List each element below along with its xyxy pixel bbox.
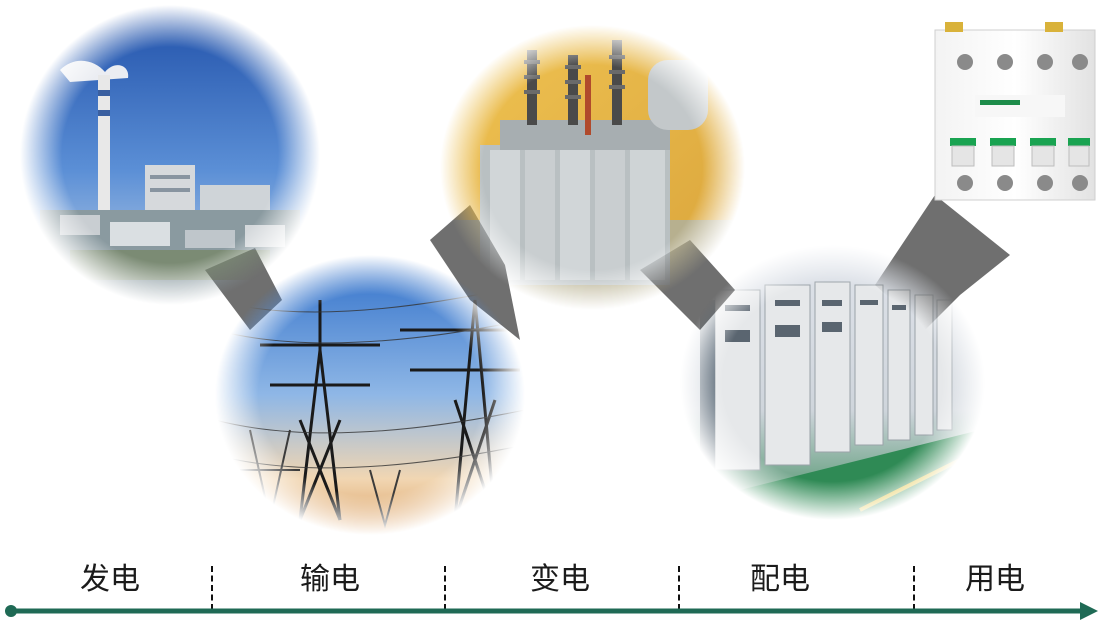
stage-label-generation: 发电 bbox=[80, 562, 140, 597]
stage-divider bbox=[678, 566, 680, 610]
stage-divider bbox=[211, 566, 213, 610]
timeline-arrowhead bbox=[1080, 602, 1098, 620]
stage-label-transmission: 输电 bbox=[300, 562, 360, 597]
stage-divider bbox=[444, 566, 446, 610]
switchgear-photo bbox=[680, 245, 985, 520]
stage-label-distribution: 配电 bbox=[750, 562, 810, 597]
power-plant-photo bbox=[20, 5, 320, 305]
stage-label-substation: 变电 bbox=[530, 562, 590, 597]
stage-label-consumption: 用电 bbox=[965, 562, 1025, 597]
stage-divider bbox=[913, 566, 915, 610]
photo-collage bbox=[20, 5, 1096, 535]
timeline-arrow bbox=[5, 602, 1098, 620]
circuit-breaker-photo bbox=[934, 22, 1096, 201]
